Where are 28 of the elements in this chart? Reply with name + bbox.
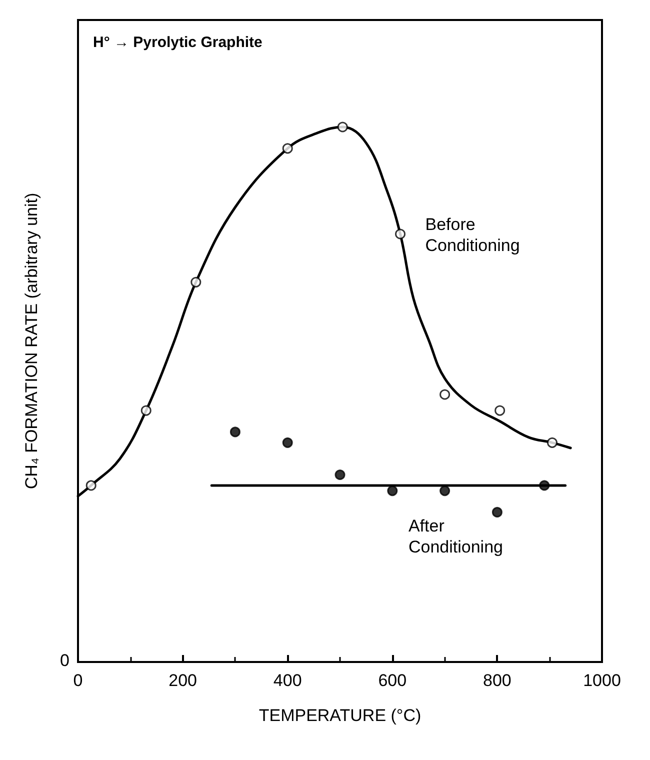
point bbox=[230, 426, 240, 438]
series-label: After Conditioning bbox=[408, 516, 503, 556]
point bbox=[494, 405, 506, 416]
point bbox=[395, 228, 406, 240]
point bbox=[86, 480, 96, 491]
text: 0 bbox=[60, 651, 70, 670]
x-tick-label: 600 bbox=[378, 671, 407, 690]
point bbox=[440, 389, 450, 400]
series-label: Before Conditioning bbox=[425, 215, 520, 255]
chart-title: H° → Pyrolytic Graphite bbox=[93, 34, 262, 51]
y-axis-title: CH₄ FORMATION RATE (arbitrary unit) bbox=[22, 192, 41, 490]
point bbox=[337, 122, 348, 132]
x-tick-label: 400 bbox=[273, 671, 302, 690]
point bbox=[546, 437, 558, 448]
point bbox=[140, 405, 152, 416]
x-axis-title: TEMPERATURE (°C) bbox=[258, 706, 422, 725]
point bbox=[387, 486, 398, 496]
x-tick-label: 1000 bbox=[583, 671, 621, 690]
point bbox=[282, 143, 293, 154]
point bbox=[190, 276, 202, 288]
point bbox=[539, 480, 550, 491]
x-tick-label: 800 bbox=[483, 671, 512, 690]
point bbox=[492, 506, 502, 518]
x-tick-label: 0 bbox=[73, 671, 83, 690]
x-tick-label: 200 bbox=[168, 671, 197, 690]
point bbox=[440, 486, 450, 496]
point bbox=[282, 437, 293, 448]
point bbox=[334, 470, 346, 480]
